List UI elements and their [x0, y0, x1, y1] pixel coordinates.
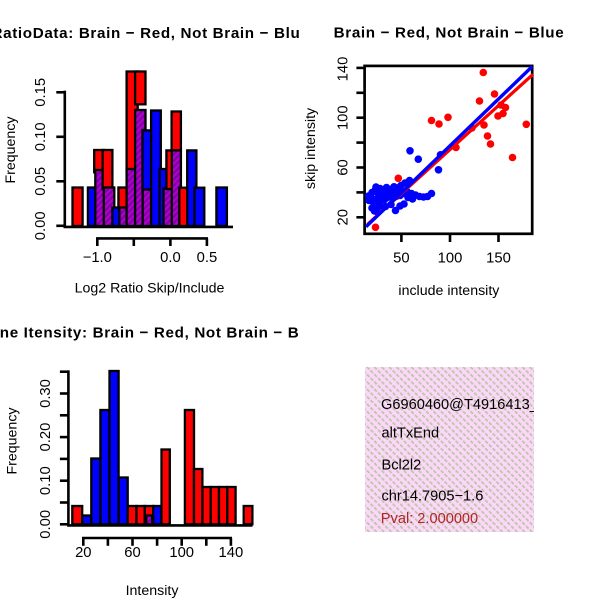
svg-text:150: 150 — [486, 251, 511, 267]
svg-text:Frequency: Frequency — [5, 407, 21, 475]
svg-text:0.05: 0.05 — [33, 167, 49, 196]
svg-text:60: 60 — [124, 545, 140, 561]
svg-text:skip intensity: skip intensity — [303, 107, 319, 189]
svg-text:0.20: 0.20 — [38, 423, 54, 452]
svg-text:100: 100 — [336, 105, 352, 130]
svg-text:−1.0: −1.0 — [83, 250, 112, 266]
svg-text:100: 100 — [169, 545, 194, 561]
svg-text:Log2 Ratio Skip/Include: Log2 Ratio Skip/Include — [75, 281, 225, 297]
svg-text:0.10: 0.10 — [38, 466, 54, 495]
svg-text:20: 20 — [75, 545, 91, 561]
svg-text:altTxEnd: altTxEnd — [382, 426, 440, 442]
svg-text:Bcl2l2: Bcl2l2 — [382, 458, 422, 474]
svg-text:0.10: 0.10 — [33, 122, 49, 151]
svg-text:0.00: 0.00 — [33, 211, 49, 240]
svg-text:0.15: 0.15 — [33, 78, 49, 107]
svg-text:Brain − Red, Not Brain − Blue: Brain − Red, Not Brain − Blue — [334, 25, 565, 42]
svg-text:chr14.7905−1.6: chr14.7905−1.6 — [382, 489, 484, 505]
svg-text:RatioData: Brain − Red, Not Br: RatioData: Brain − Red, Not Brain − Blue — [0, 25, 310, 42]
svg-text:60: 60 — [336, 159, 352, 175]
svg-text:Frequency: Frequency — [3, 116, 19, 184]
svg-text:140: 140 — [336, 57, 352, 82]
svg-text:G6960460@T4916413_at: G6960460@T4916413_at — [381, 397, 550, 413]
svg-text:Gene Itensity: Brain − Red, No: Gene Itensity: Brain − Red, Not Brain − … — [0, 325, 323, 342]
svg-text:0.30: 0.30 — [38, 379, 54, 408]
svg-text:Pval: 2.000000: Pval: 2.000000 — [381, 511, 478, 527]
svg-text:Intensity: Intensity — [126, 583, 180, 599]
svg-text:0.0: 0.0 — [160, 250, 181, 266]
svg-text:100: 100 — [438, 251, 463, 267]
svg-text:0.5: 0.5 — [197, 250, 218, 266]
svg-text:0.00: 0.00 — [38, 510, 54, 539]
svg-text:140: 140 — [219, 545, 244, 561]
svg-text:include intensity: include intensity — [398, 283, 500, 299]
svg-text:20: 20 — [336, 209, 352, 225]
svg-text:50: 50 — [393, 251, 409, 267]
